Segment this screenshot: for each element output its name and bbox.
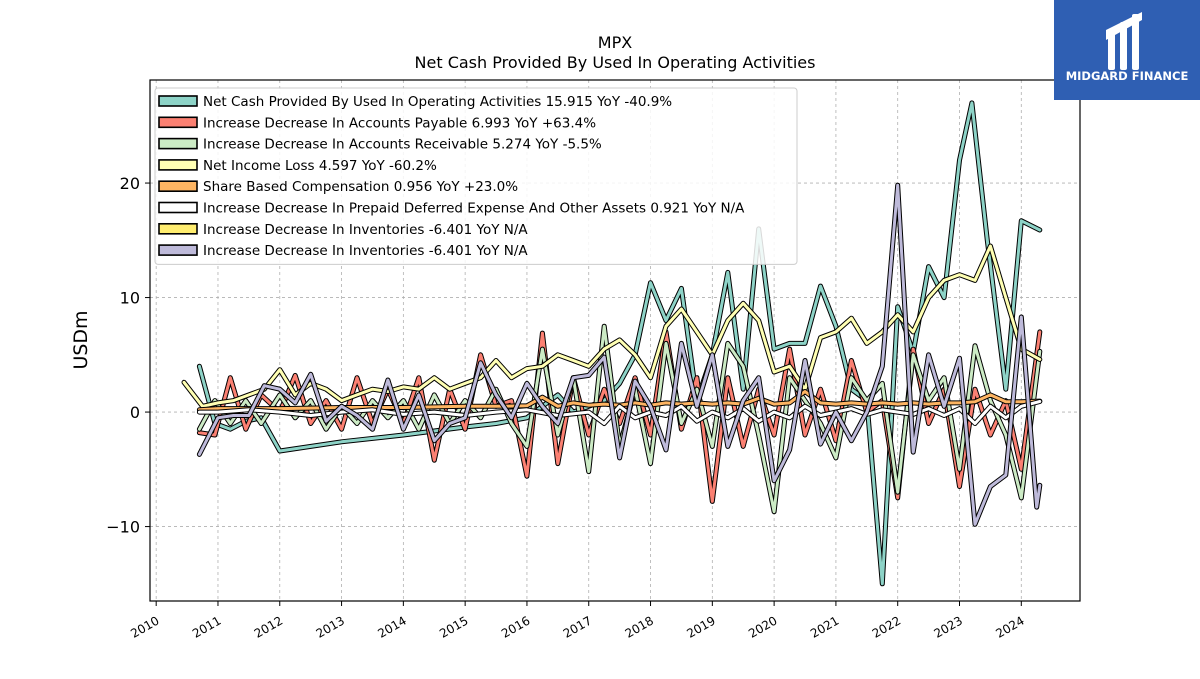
y-axis: −10 0 10 20 — [106, 174, 150, 537]
chart-title: MPX — [598, 33, 632, 52]
y-tick-label: −10 — [106, 518, 140, 537]
legend-label-7: Increase Decrease In Inventories -6.401 … — [203, 243, 528, 259]
legend-swatch-2 — [158, 137, 198, 150]
y-axis-label: USDm — [70, 310, 92, 369]
series-3-line — [181, 243, 1043, 409]
legend-swatch-3 — [158, 159, 198, 171]
legend-swatch-5 — [158, 201, 198, 214]
legend-swatch-1 — [158, 116, 198, 129]
legend-swatch-7 — [158, 244, 198, 256]
brand-logo: MIDGARD FINANCE — [1054, 0, 1200, 100]
plot-frame — [149, 79, 1081, 602]
legend-swatch-6 — [158, 223, 198, 235]
legend-box — [154, 87, 798, 265]
series-5-line — [196, 399, 1043, 426]
y-tick-label: 20 — [120, 174, 140, 193]
series-7-line — [196, 182, 1043, 527]
chart-subtitle: Net Cash Provided By Used In Operating A… — [415, 53, 816, 72]
legend-label-0: Net Cash Provided By Used In Operating A… — [203, 94, 672, 110]
legend-label-6: Increase Decrease In Inventories -6.401 … — [203, 222, 528, 238]
legend-label-3: Net Income Loss 4.597 YoY -60.2% — [203, 158, 437, 174]
logo-mark-icon — [1106, 12, 1142, 70]
legend: Net Cash Provided By Used In Operating A… — [154, 87, 798, 265]
series-5-stroke — [197, 400, 1042, 425]
series-1-line — [196, 329, 1043, 504]
y-tick-label: 0 — [130, 403, 140, 422]
legend-label-4: Share Based Compensation 0.956 YoY +23.0… — [203, 179, 518, 195]
legend-label-5: Increase Decrease In Prepaid Deferred Ex… — [203, 201, 745, 217]
logo-text: MIDGARD FINANCE — [1066, 69, 1189, 83]
legend-swatch-0 — [158, 95, 198, 107]
plot-series — [181, 100, 1043, 587]
series-3-stroke — [182, 244, 1042, 408]
legend-swatch-4 — [158, 180, 198, 192]
legend-label-1: Increase Decrease In Accounts Payable 6.… — [203, 115, 596, 131]
y-tick-label: 10 — [120, 289, 140, 308]
series-7-stroke — [197, 183, 1042, 526]
legend-label-2: Increase Decrease In Accounts Receivable… — [203, 137, 602, 153]
series-1-stroke — [197, 330, 1042, 503]
